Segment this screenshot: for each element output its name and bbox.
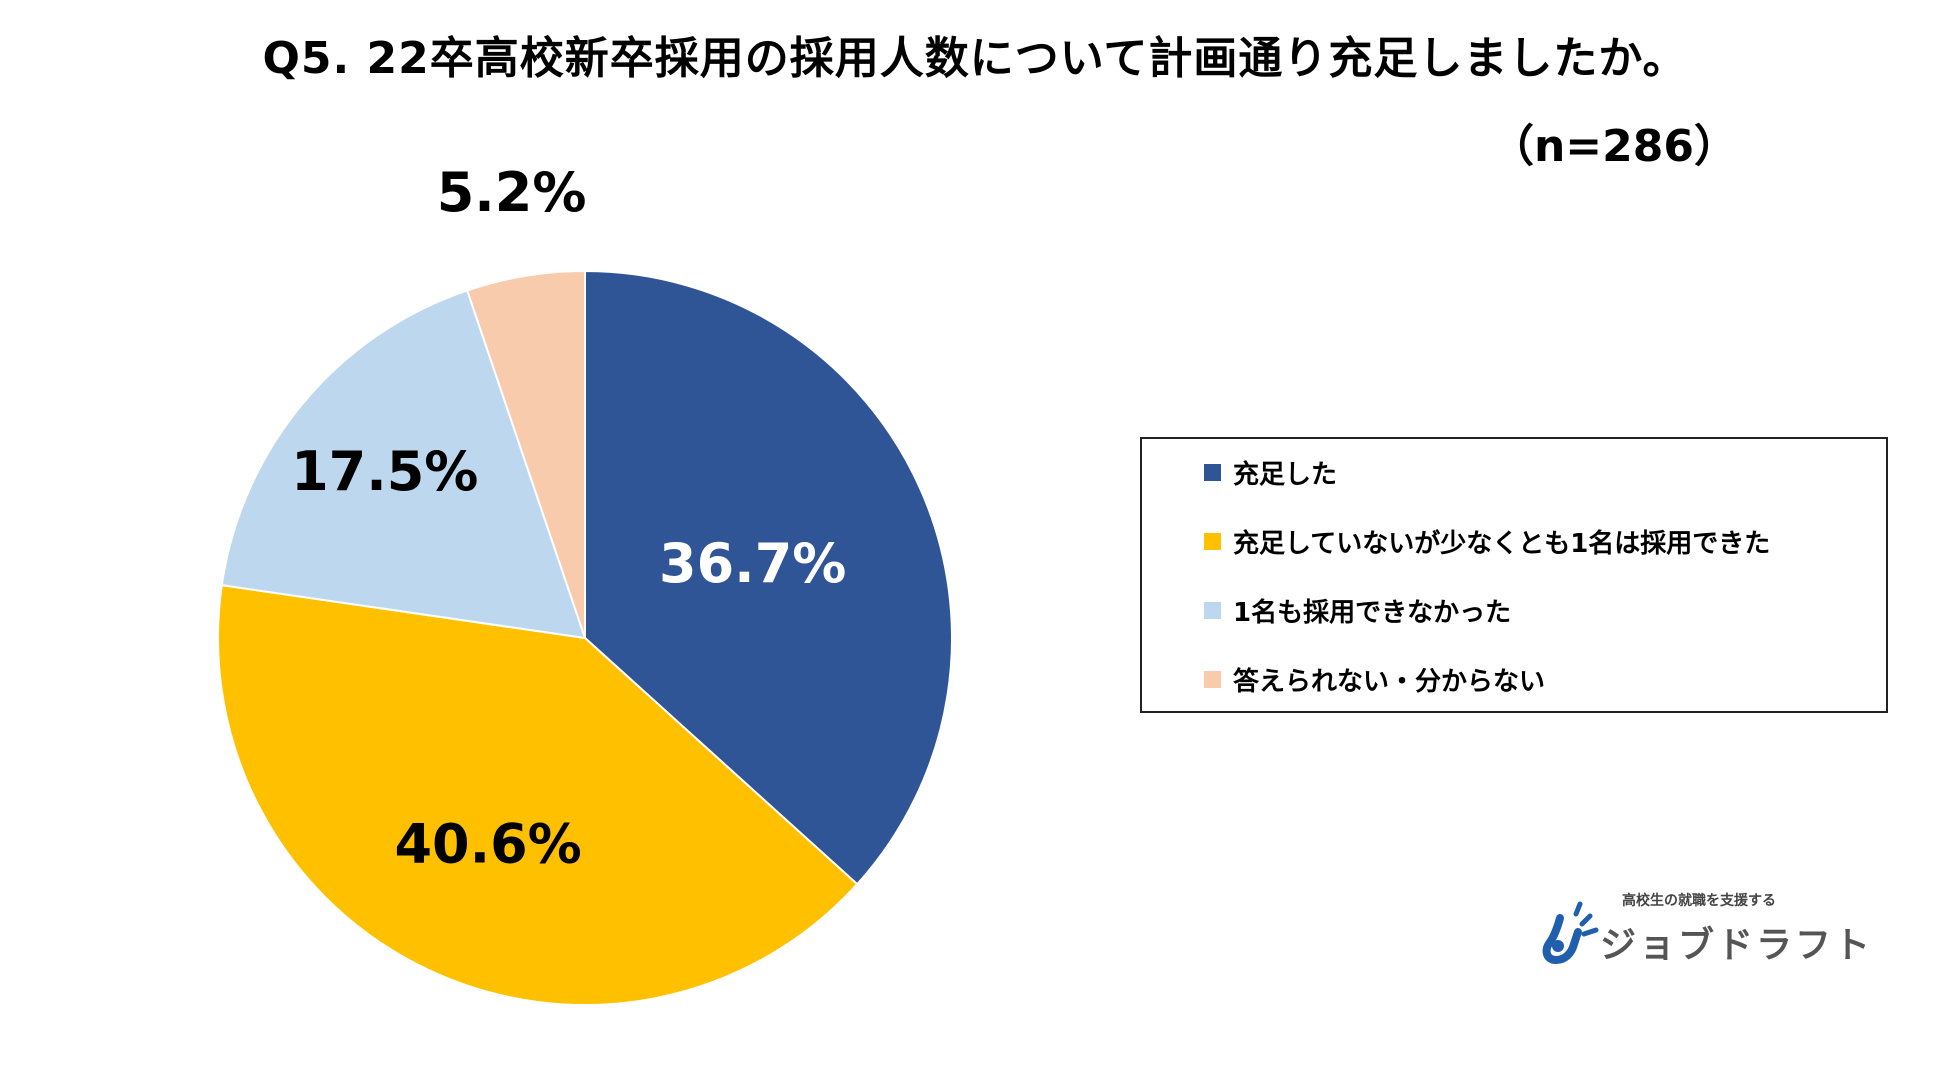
legend-item: 答えられない・分からない [1204, 662, 1886, 697]
legend-label: 充足した [1233, 460, 1338, 490]
logo-name: ジョブドラフト [1600, 925, 1874, 966]
legend-item: 充足した [1204, 455, 1886, 490]
legend-swatch [1204, 533, 1221, 550]
legend-item: 充足していないが少なくとも1名は採用できた [1204, 524, 1886, 559]
job-draft-logo-icon [1542, 901, 1599, 964]
pie-slice-label: 36.7% [659, 532, 846, 595]
pie-slice [217, 584, 859, 1006]
sample-size: （n=286） [1489, 121, 1738, 172]
legend-label: 答えられない・分からない [1233, 667, 1546, 697]
pie-slice-label: 40.6% [394, 812, 581, 875]
legend-label: 1名も採用できなかった [1233, 598, 1512, 628]
legend-label: 充足していないが少なくとも1名は採用できた [1233, 529, 1771, 559]
pie-slice [220, 289, 587, 640]
legend-swatch [1204, 671, 1221, 688]
pie-slice [584, 269, 953, 886]
legend-swatch [1204, 602, 1221, 619]
logo-tagline: 高校生の就職を支援する [1622, 893, 1776, 909]
brand-logo: 高校生の就職を支援する ジョブドラフト [1538, 890, 1870, 970]
chart-title: Q5. 22卒高校新卒採用の採用人数について計画通り充足しましたか。 [262, 33, 1688, 84]
legend-swatch [1204, 464, 1221, 481]
pie-slice-label: 5.2% [437, 161, 587, 224]
pie-slice-label: 17.5% [291, 440, 478, 503]
legend: 充足した 充足していないが少なくとも1名は採用できた 1名も採用できなかった 答… [1140, 437, 1888, 713]
legend-item: 1名も採用できなかった [1204, 593, 1886, 628]
pie-slice [465, 269, 586, 639]
